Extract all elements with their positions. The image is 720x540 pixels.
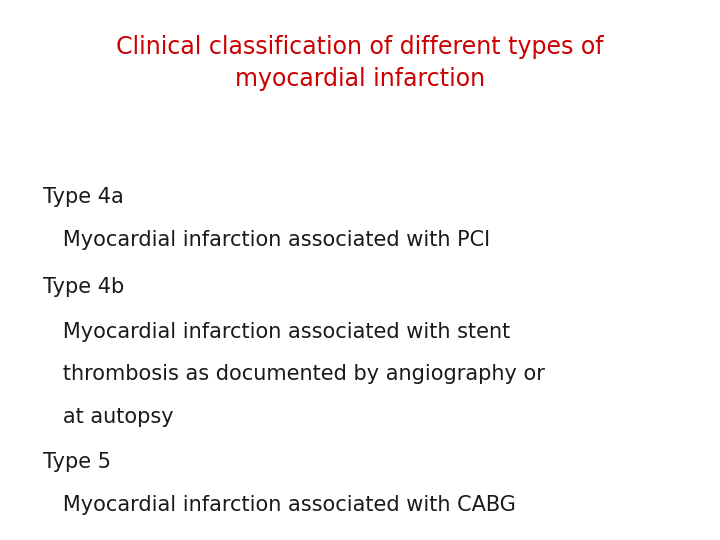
Text: Myocardial infarction associated with PCI: Myocardial infarction associated with PC… [43,230,490,251]
Text: thrombosis as documented by angiography or: thrombosis as documented by angiography … [43,364,545,384]
Text: Type 4a: Type 4a [43,187,124,207]
Text: Type 4b: Type 4b [43,277,125,298]
Text: Myocardial infarction associated with CABG: Myocardial infarction associated with CA… [43,495,516,515]
Text: Clinical classification of different types of
myocardial infarction: Clinical classification of different typ… [116,35,604,91]
Text: at autopsy: at autopsy [43,407,174,427]
Text: Type 5: Type 5 [43,451,111,472]
Text: Myocardial infarction associated with stent: Myocardial infarction associated with st… [43,322,510,342]
